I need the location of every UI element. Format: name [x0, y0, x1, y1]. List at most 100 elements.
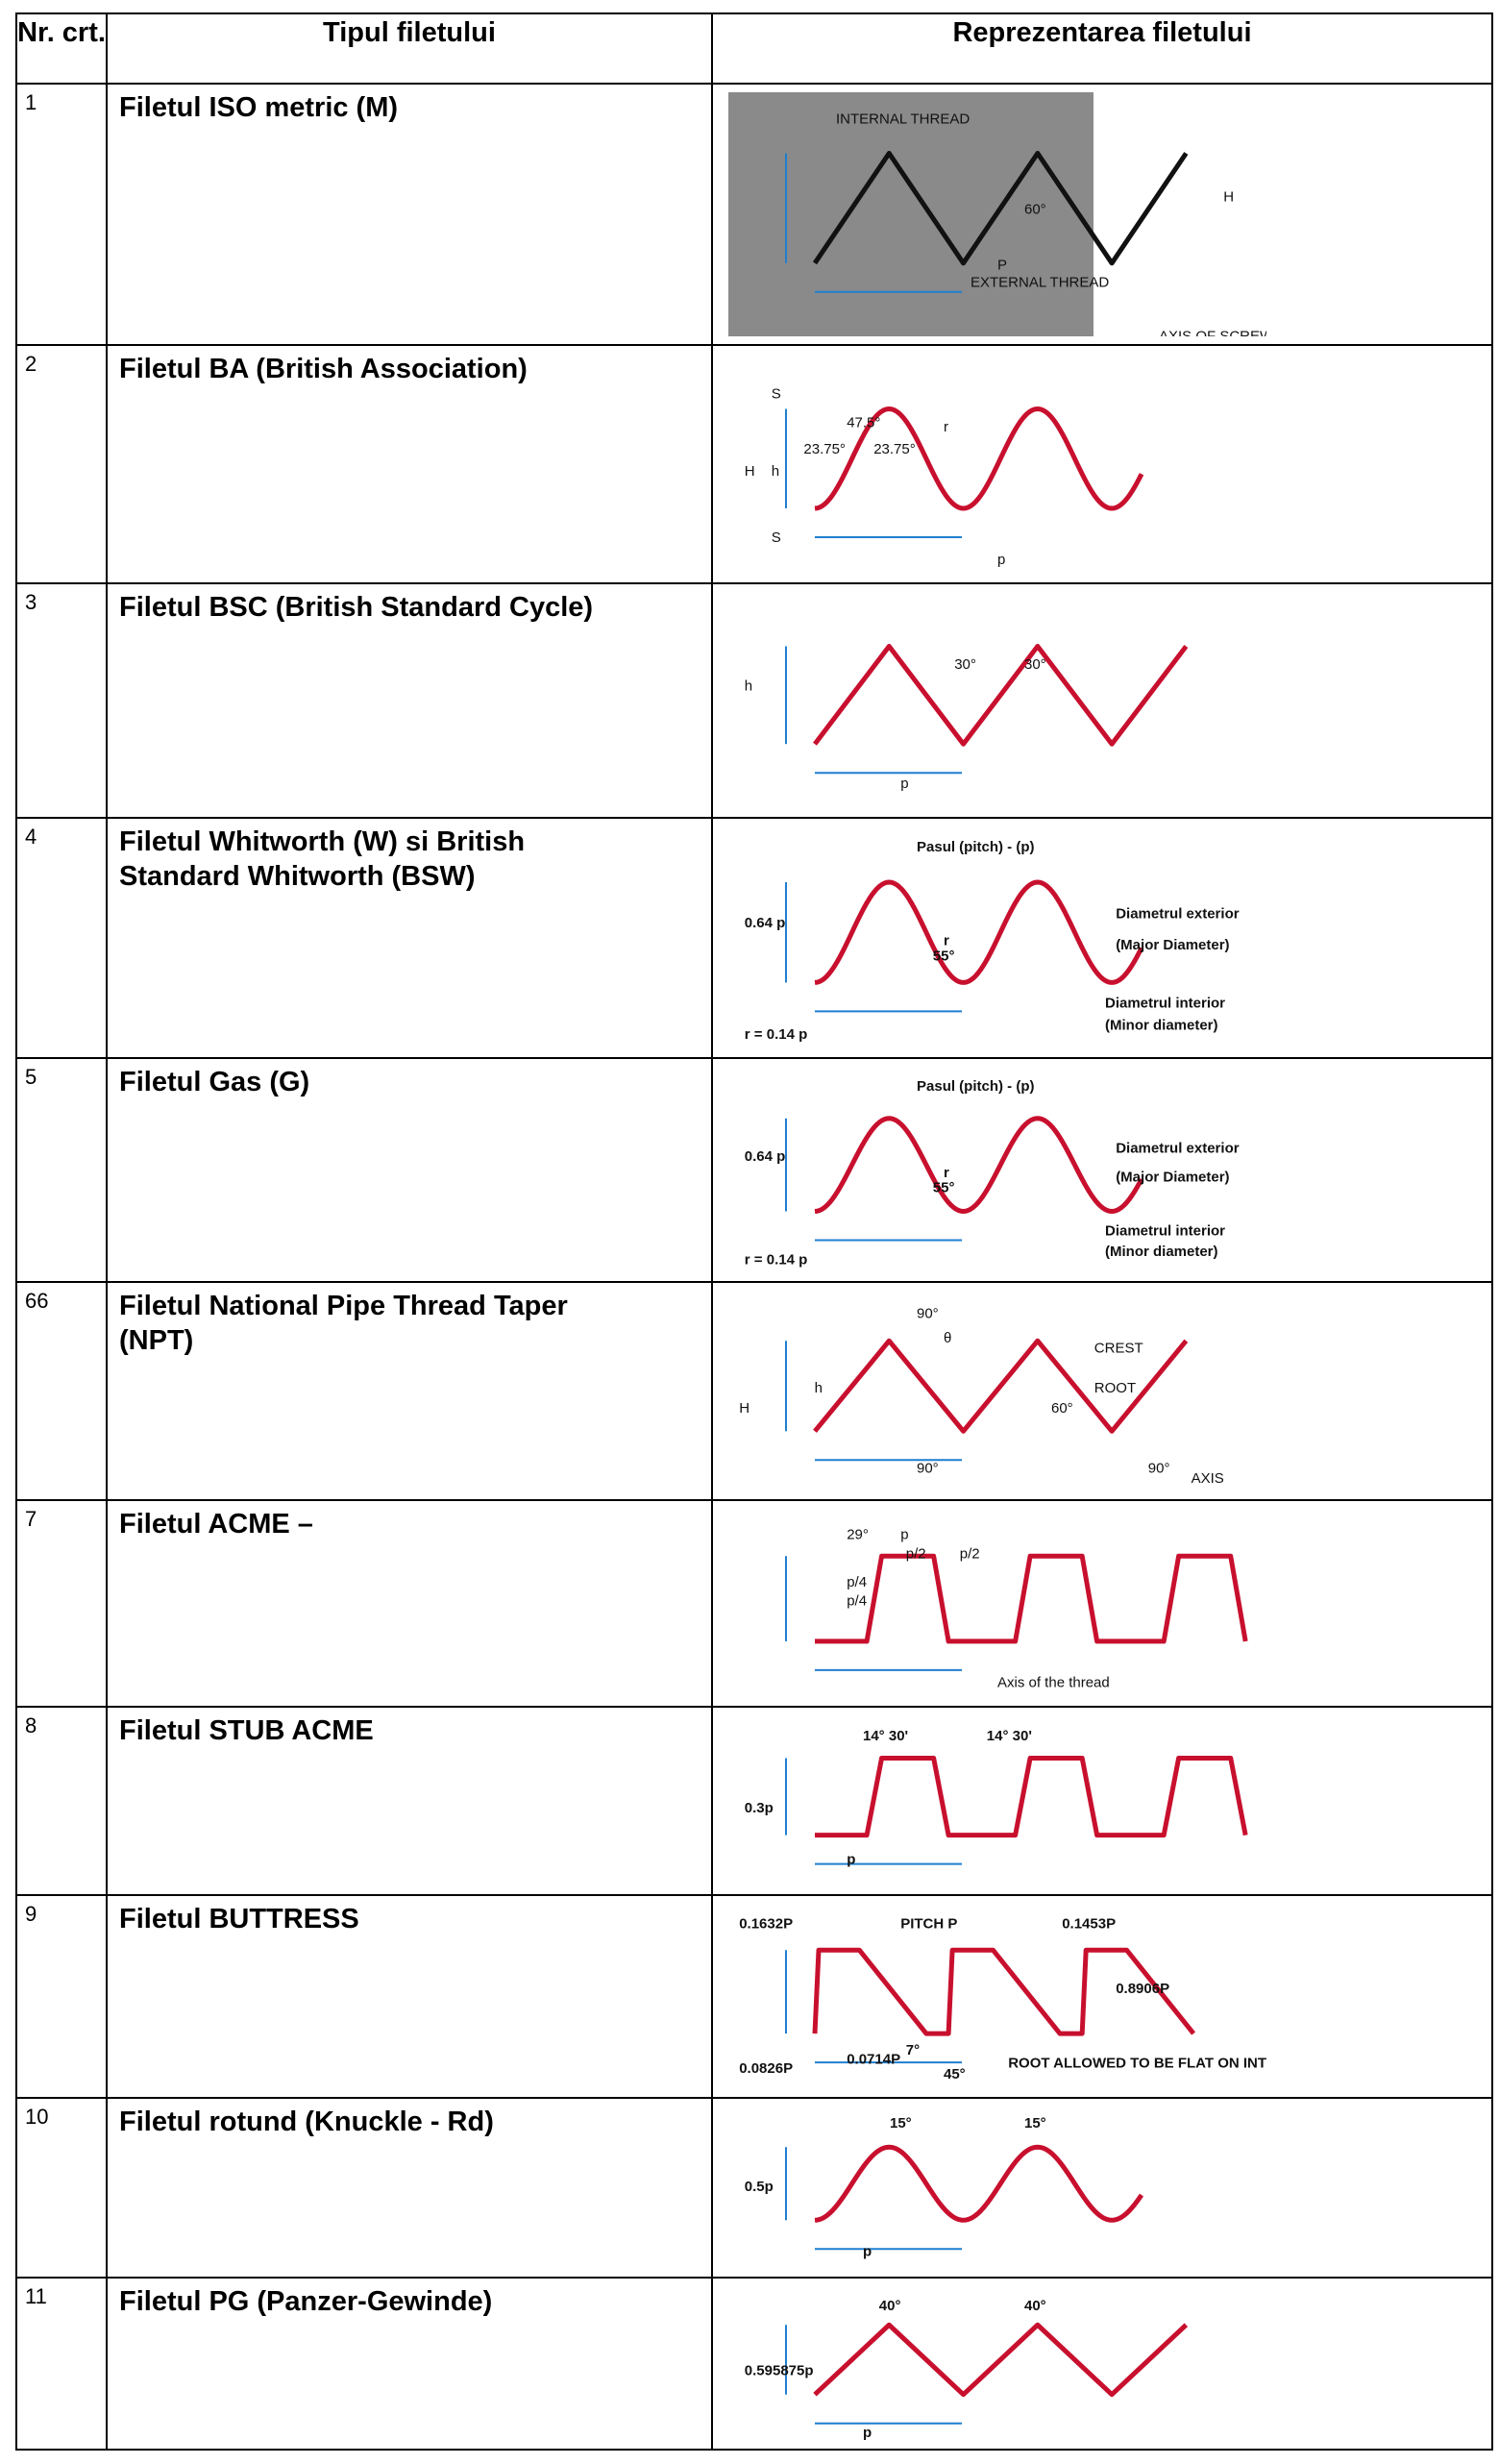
name-cell: Filetul ISO metric (M) — [106, 83, 713, 346]
diagram-label: AXIS OF SCREW THREAD — [1159, 328, 1266, 336]
header-nr-cell: Nr. crt. — [15, 12, 108, 85]
diagram-label: p/4 — [847, 1593, 867, 1610]
diagram-label: 40° — [1024, 2298, 1046, 2314]
diagram-label: 47.5° — [847, 414, 880, 431]
header-repr: Reprezentarea filetului — [952, 17, 1252, 48]
thread-name: Filetul BA (British Association) — [119, 354, 528, 384]
nr-cell: 11 — [15, 2277, 108, 2451]
name-cell: Filetul rotund (Knuckle - Rd) — [106, 2097, 713, 2279]
diagram-label: S — [772, 530, 781, 546]
diagram-label: Axis of the thread — [997, 1674, 1110, 1690]
thread-profile — [812, 1947, 1196, 2036]
row-number: 3 — [25, 590, 37, 614]
diagram-label: 45° — [944, 2066, 966, 2082]
diagram-label: h — [815, 1380, 823, 1396]
header-type-cell: Tipul filetului — [106, 12, 713, 85]
header-nr: Nr. crt. — [17, 17, 106, 48]
diagram-label: Pasul (pitch) - (p) — [917, 1078, 1035, 1095]
name-cell: Filetul ACME – — [106, 1499, 713, 1708]
thread-profile — [814, 1116, 1144, 1214]
diagram-cell: Pasul (pitch) - (p) 0.64 p 55° r Diametrul e… — [711, 817, 1493, 1059]
thread-name: Filetul PG (Panzer-Gewinde) — [119, 2286, 493, 2317]
diagram-label: CREST — [1094, 1340, 1143, 1356]
diagram-label: 29° — [847, 1527, 869, 1543]
name-cell: Filetul BUTTRESS — [106, 1894, 713, 2099]
diagram-label: Diametrul interior — [1105, 995, 1225, 1011]
diagram-label: 30° — [954, 656, 976, 673]
diagram-cell: 14° 30' 14° 30' 0.3p p — [711, 1706, 1493, 1896]
diagram-label: 60° — [1051, 1400, 1073, 1417]
nr-cell: 4 — [15, 817, 108, 1059]
diagram-label: p — [863, 2244, 872, 2260]
diagram-label: Pasul (pitch) - (p) — [917, 839, 1035, 855]
diagram-cell: 30° 30° h p — [711, 582, 1493, 819]
diagram-label: p/4 — [847, 1574, 867, 1590]
diagram-label: θ — [944, 1330, 951, 1346]
diagram-label: 0.64 p — [745, 915, 786, 931]
row-number: 1 — [25, 90, 37, 114]
thread-profile — [812, 151, 1189, 266]
thread-diagram: 0.1632P PITCH P 0.1453P 0.8906P 0.0826P 0.071… — [739, 1916, 1266, 2082]
thread-diagram: 14° 30' 14° 30' 0.3p p — [745, 1728, 1248, 1867]
thread-diagram: Pasul (pitch) - (p) 0.64 p 55°r Diametrul e… — [745, 839, 1240, 1043]
diagram-label: H — [1223, 189, 1234, 206]
diagram-label: 0.64 p — [745, 1148, 786, 1165]
diagram-label: (Major Diameter) — [1116, 937, 1229, 953]
diagram-label: r = 0.14 p — [745, 1252, 807, 1269]
diagram-label: AXIS — [1192, 1470, 1224, 1487]
diagram-label: (Minor diameter) — [1105, 1244, 1218, 1260]
diagram-label: ROOT — [1094, 1380, 1136, 1396]
diagram-label: r = 0.14 p — [745, 1026, 807, 1043]
diagram-label: S — [772, 386, 781, 403]
row-number: 9 — [25, 1902, 37, 1926]
diagram-label: 40° — [879, 2298, 901, 2314]
thread-name: Filetul National Pipe Thread Taper (NPT) — [119, 1291, 568, 1356]
diagram-label: 0.0714P — [847, 2051, 900, 2067]
diagram-label: 60° — [1024, 201, 1046, 217]
row-number: 11 — [25, 2284, 47, 2308]
diagram-label: EXTERNAL THREAD — [971, 275, 1109, 291]
diagram-label: p — [900, 1527, 908, 1543]
nr-cell: 9 — [15, 1894, 108, 2099]
name-cell: Filetul National Pipe Thread Taper (NPT) — [106, 1281, 713, 1501]
nr-cell: 10 — [15, 2097, 108, 2279]
thread-diagram: 15° 15° 0.5p p — [745, 2115, 1144, 2260]
row-number: 2 — [25, 352, 37, 376]
thread-name: Filetul BUTTRESS — [119, 1904, 359, 1934]
thread-diagram: 29° p p/2 p/2 p/4 p/4 Axis of the thread — [785, 1527, 1248, 1690]
diagram-label: Diametrul interior — [1105, 1222, 1225, 1239]
diagram-label: 55° — [933, 1179, 955, 1195]
thread-diagram: Pasul (pitch) - (p) 0.64 p 55°r Diametrul e… — [745, 1078, 1240, 1269]
diagram-label: p/2 — [906, 1545, 926, 1562]
diagram-label: 0.1453P — [1062, 1916, 1116, 1933]
diagram-cell: 40° 40° 0.595875p p — [711, 2277, 1493, 2451]
diagram-label: r — [944, 1165, 949, 1181]
thread-name: Filetul ACME – — [119, 1509, 313, 1540]
nr-cell: 7 — [15, 1499, 108, 1708]
diagram-label: 14° 30' — [863, 1728, 908, 1744]
name-cell: Filetul PG (Panzer-Gewinde) — [106, 2277, 713, 2451]
name-cell: Filetul BA (British Association) — [106, 344, 713, 584]
diagram-label: H — [745, 463, 755, 480]
header-repr-cell: Reprezentarea filetului — [711, 12, 1493, 85]
name-cell: Filetul STUB ACME — [106, 1706, 713, 1896]
diagram-label: p — [863, 2425, 872, 2441]
diagram-label: 23.75° — [873, 441, 916, 457]
diagram-label: p/2 — [960, 1545, 980, 1562]
thread-profile — [815, 1553, 1248, 1644]
diagram-label: 7° — [906, 2042, 920, 2058]
thread-name: Filetul rotund (Knuckle - Rd) — [119, 2107, 494, 2137]
nr-cell: 2 — [15, 344, 108, 584]
row-number: 8 — [25, 1713, 37, 1737]
diagram-label: 23.75° — [803, 441, 846, 457]
thread-profile — [814, 407, 1144, 511]
diagram-label: p — [847, 1851, 855, 1867]
diagram-cell: INTERNAL THREAD EXTERNAL THREAD 60° P H AXIS … — [711, 83, 1493, 346]
nr-cell: 5 — [15, 1057, 108, 1283]
diagram-label: Diametrul exterior — [1116, 1140, 1240, 1156]
diagram-label: r — [944, 932, 949, 949]
diagram-label: 15° — [890, 2115, 912, 2131]
